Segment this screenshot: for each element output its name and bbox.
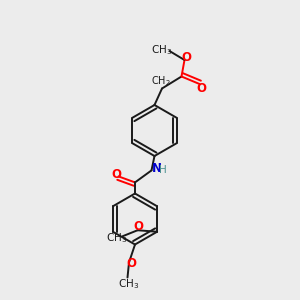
- Text: CH$_3$: CH$_3$: [118, 277, 140, 291]
- Text: O: O: [126, 256, 136, 270]
- Text: CH$_3$: CH$_3$: [106, 231, 127, 245]
- Text: O: O: [196, 82, 206, 95]
- Text: O: O: [133, 220, 143, 233]
- Text: N: N: [152, 161, 162, 175]
- Text: CH$_3$: CH$_3$: [152, 43, 172, 57]
- Text: O: O: [111, 167, 121, 181]
- Text: O: O: [181, 51, 191, 64]
- Text: CH$_2$: CH$_2$: [151, 74, 170, 88]
- Text: H: H: [159, 165, 167, 175]
